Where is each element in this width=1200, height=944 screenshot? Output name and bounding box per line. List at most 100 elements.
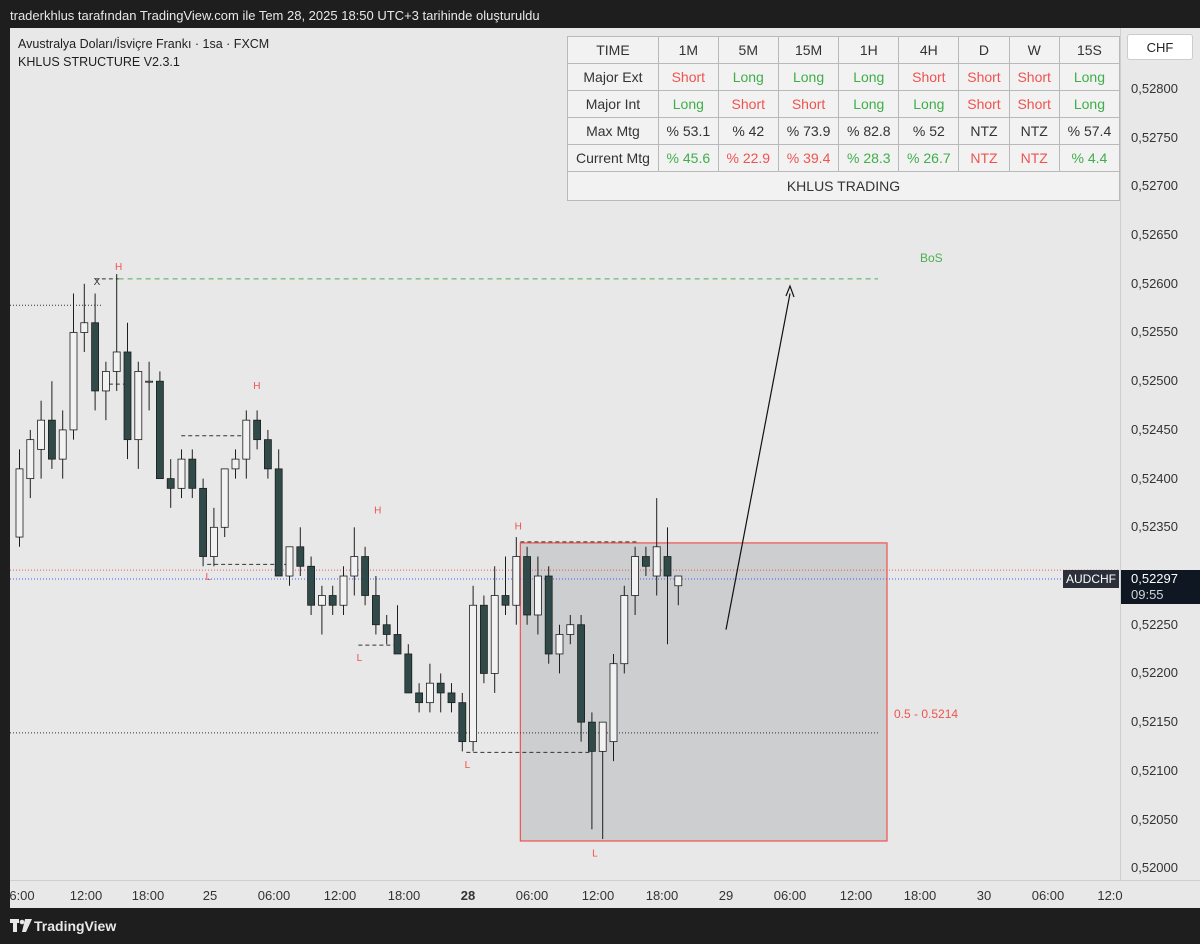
last-price-tag: 0,52297 09:55 [1121,569,1200,604]
candlestick-chart[interactable]: BoS 0.5 - 0.5214 H X H L H L H L L [10,28,1120,880]
table-cell: NTZ [958,144,1010,172]
table-cell: % 73.9 [777,117,840,145]
time-tick-label: 06:00 [773,888,807,903]
bullish-candle [80,322,89,333]
table-cell: Long [777,63,840,91]
table-header-cell: D [958,36,1010,64]
bullish-candle [652,546,661,577]
time-tick-label: 12:00 [839,888,873,903]
time-scale[interactable]: 6:00 12:00 18:00 25 06:00 12:00 18:00 28 06:00 12… [9,880,1200,908]
time-tick-label: 6:00 [9,888,35,903]
swing-label: L [465,760,471,771]
price-tick-label: 0,52050 [1131,811,1178,827]
footer-bar: TradingView [0,908,1200,944]
bearish-candle [199,487,208,557]
bullish-candle [37,419,46,450]
bar-countdown: 09:55 [1131,586,1164,602]
table-cell: NTZ [1008,144,1060,172]
table-cell: Short [1008,90,1060,118]
bullish-candle [555,634,564,655]
swing-label: H [253,381,260,392]
table-cell: Short [717,90,779,118]
table-cell: NTZ [1008,117,1060,145]
time-tick-label: 28 [460,888,476,903]
structure-summary-table: TIME 1M 5M 15M 1H 4H D W 15S Major Ext Short Long Lo… [567,36,1120,201]
table-cell: Long [717,63,779,91]
bearish-candle [263,439,272,470]
table-cell: % 39.4 [777,144,840,172]
price-tick-label: 0,52400 [1131,470,1178,486]
table-header-cell: TIME [567,36,659,64]
price-tick-label: 0,52350 [1131,519,1178,535]
time-tick-label: 18:00 [387,888,421,903]
table-row-label: Major Ext [567,63,659,91]
table-cell: Long [1058,90,1120,118]
fib-label: 0.5 - 0.5214 [894,707,958,721]
table-cell: Long [898,90,960,118]
time-tick-label: 29 [718,888,734,903]
bearish-candle [479,604,488,674]
table-cell: Long [1058,63,1120,91]
table-cell: Long [838,63,900,91]
table-cell: Short [958,63,1010,91]
table-cell: % 4.4 [1058,144,1120,172]
table-header-cell: 15S [1058,36,1120,64]
bearish-candle [544,575,553,655]
time-tick-label: 06:00 [1031,888,1065,903]
table-cell: % 53.1 [657,117,719,145]
time-tick-label: 12:00 [323,888,357,903]
swing-label: X [94,277,101,288]
table-cell: Long [657,90,719,118]
bullish-candle [534,575,542,616]
price-tick-label: 0,52750 [1131,129,1178,145]
table-cell: Short [657,63,719,91]
bearish-candle [501,595,510,606]
time-tick-label: 12:00 [69,888,103,903]
table-cell: % 52 [898,117,960,145]
bearish-candle [274,468,283,577]
price-tick-label: 0,52500 [1131,373,1178,389]
price-scale[interactable]: CHF 0,52000 0,52050 0,52100 0,52150 0,52200 0… [1063,28,1200,880]
symbol-price-tag: AUDCHF [1063,569,1119,588]
time-tick-label: 18:00 [903,888,937,903]
swing-label: H [374,506,381,517]
chart-pane[interactable]: BoS 0.5 - 0.5214 H X H L H L H L L Avustralya Dola… [10,28,1120,880]
table-cell: % 28.3 [838,144,900,172]
export-caption: traderkhlus tarafından TradingView.com i… [0,0,1200,28]
indicator-legend[interactable]: KHLUS STRUCTURE V2.3.1 [18,55,180,69]
table-cell: Long [838,90,900,118]
arrow-head-icon [785,284,795,298]
bullish-candle [26,439,35,480]
swing-label: L [357,653,363,664]
time-tick-label: 30 [976,888,992,903]
bullish-candle [145,380,154,383]
price-tick-label: 0,52700 [1131,178,1178,194]
bearish-candle [296,546,305,567]
price-tick-label: 0,52650 [1131,227,1178,243]
table-cell: % 26.7 [898,144,960,172]
symbol-legend[interactable]: Avustralya Doları/İsviçre Frankı · 1sa ·… [18,37,270,51]
table-header-cell: 1H [838,36,900,64]
table-header-cell: 1M [657,36,719,64]
bearish-candle [328,595,337,606]
table-cell: % 42 [717,117,779,145]
footer-brand: TradingView [34,918,117,934]
bearish-candle [415,692,424,704]
table-cell: Short [898,63,960,91]
bearish-candle [371,595,380,626]
bullish-candle [598,721,607,752]
bearish-candle [523,556,531,616]
bearish-candle [393,634,402,655]
bullish-candle [317,595,326,606]
bullish-candle [620,595,629,665]
bullish-candle [339,575,348,606]
time-tick-label: 06:00 [257,888,291,903]
table-cell: Short [958,90,1010,118]
bearish-candle [404,653,413,694]
currency-button[interactable]: CHF [1127,34,1193,60]
price-tick-label: 0,52100 [1131,762,1178,778]
bearish-candle [123,351,132,441]
bullish-candle [231,458,240,470]
bullish-candle [69,332,78,431]
swing-label: H [515,521,522,532]
